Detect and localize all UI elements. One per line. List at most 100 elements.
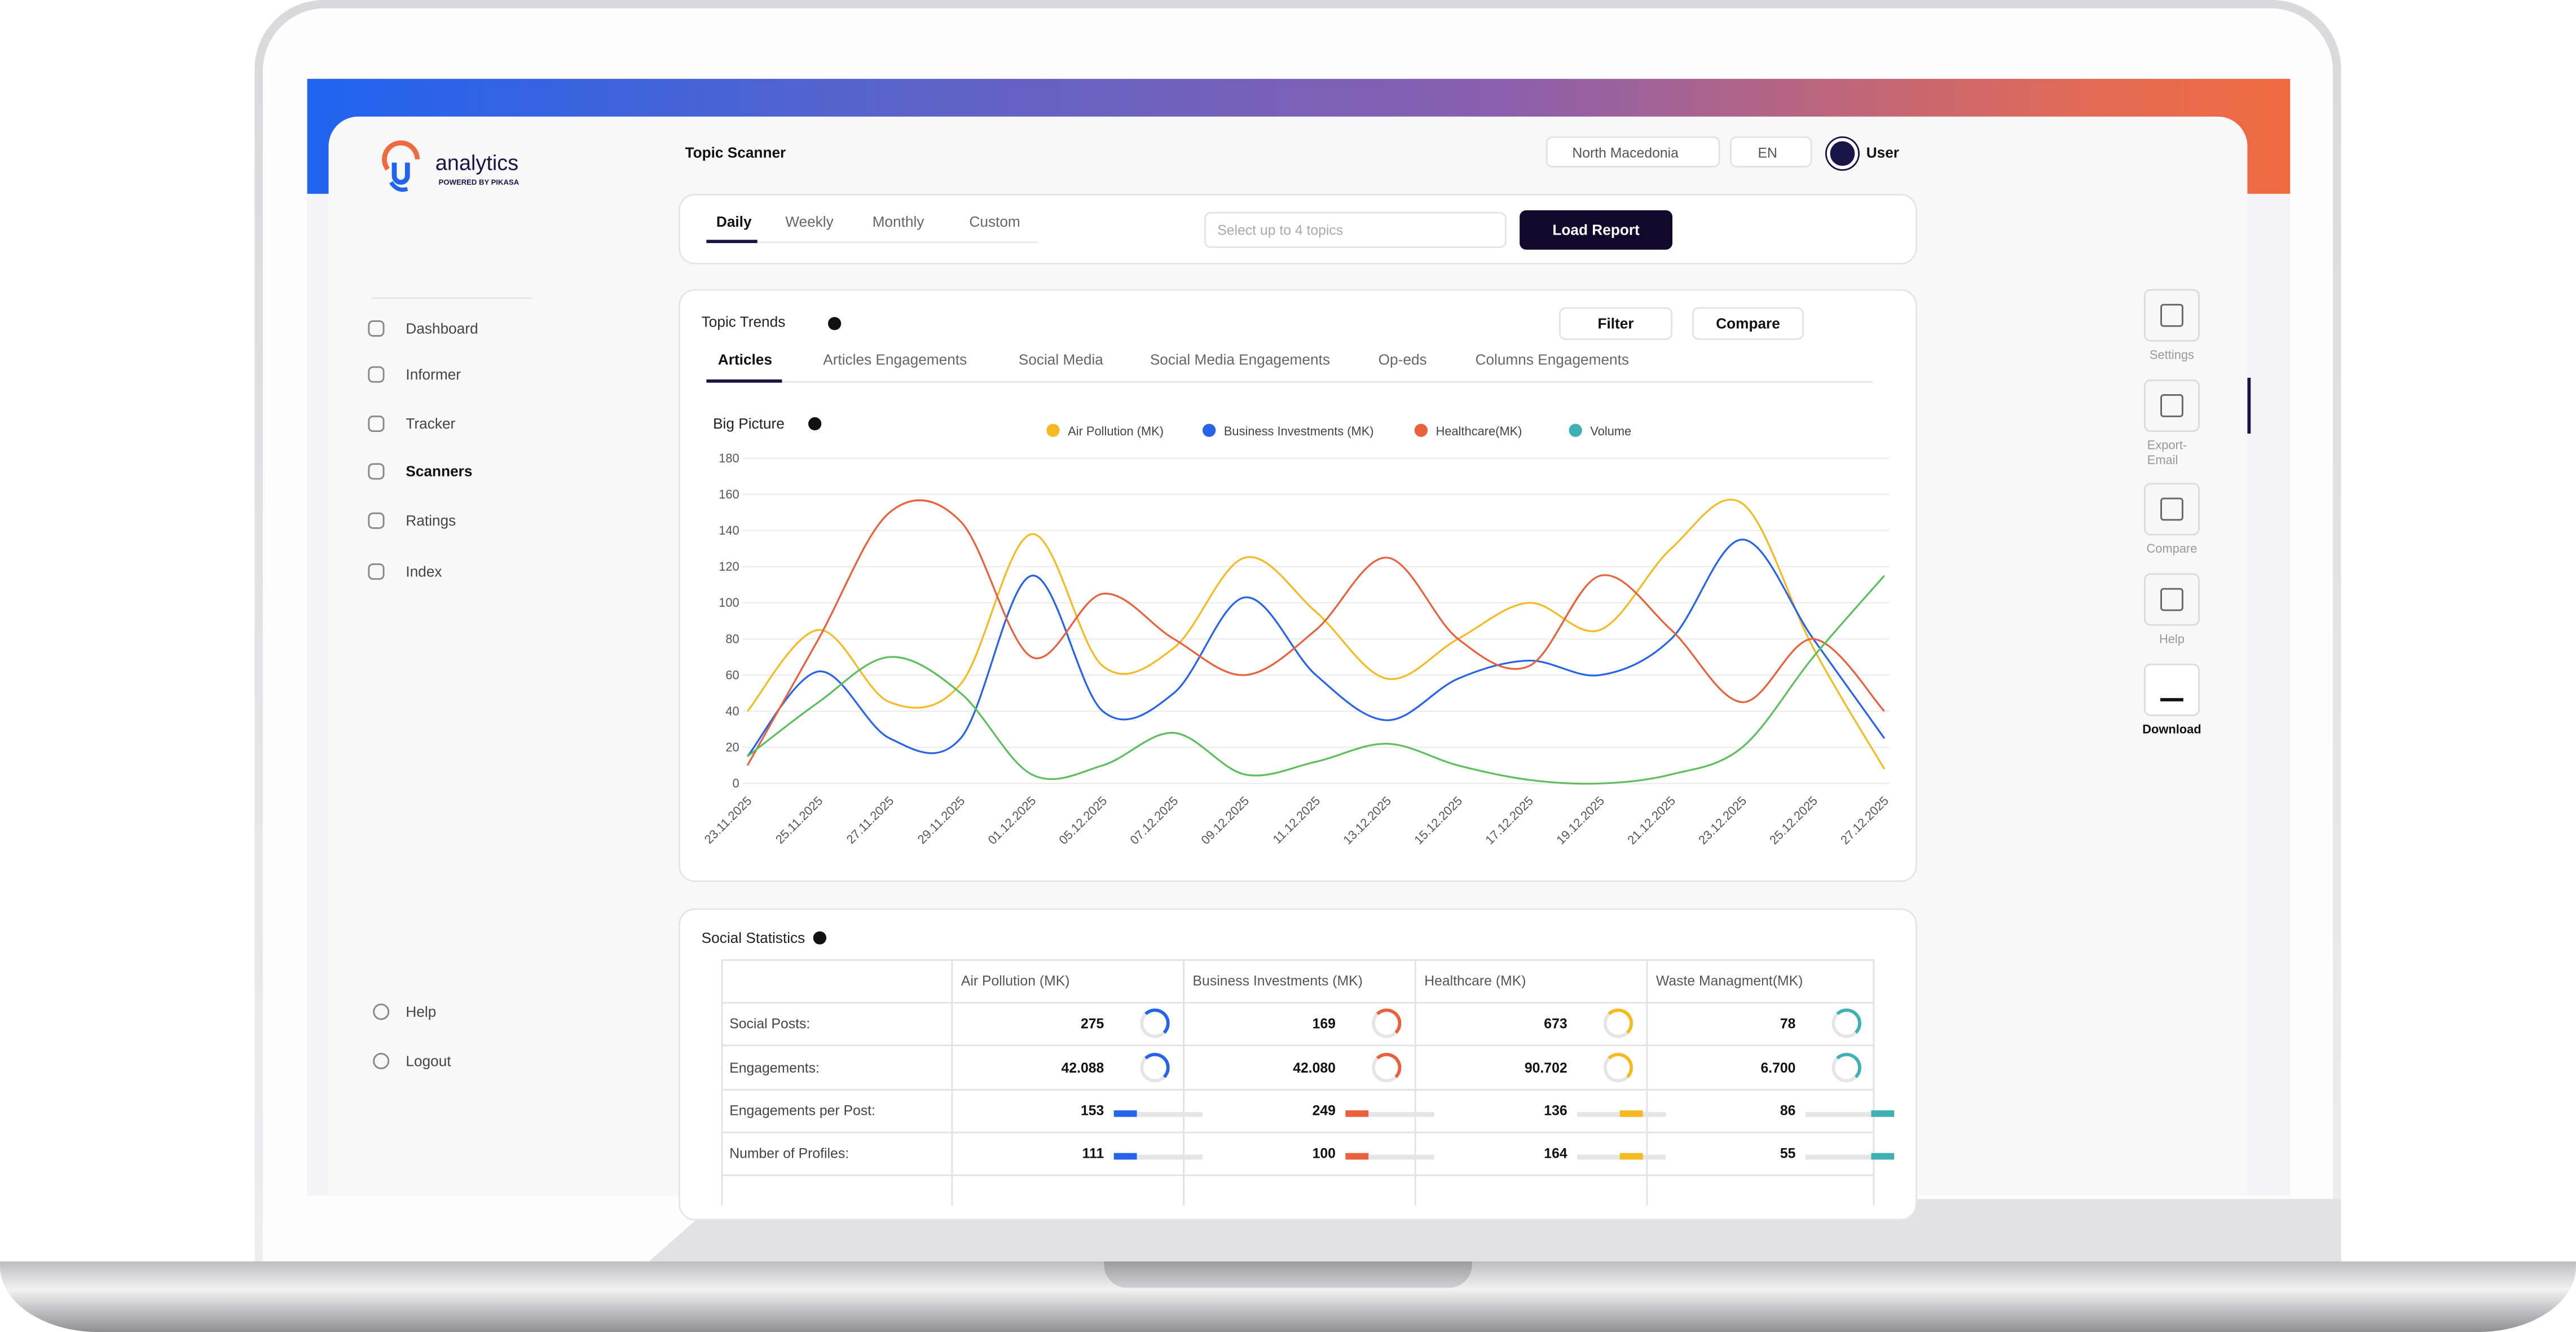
- column-header: Business Investments (MK): [1192, 971, 1363, 988]
- mini-bar: [1345, 1153, 1369, 1160]
- mini-bar-track: [1345, 1112, 1434, 1117]
- legend-swatch: [1569, 424, 1582, 437]
- ring: [1140, 1052, 1170, 1082]
- mini-bar: [1619, 1110, 1643, 1117]
- cell-value: 86: [1780, 1102, 1796, 1119]
- nav-item[interactable]: Scanners: [406, 463, 473, 480]
- nav-item[interactable]: Logout: [406, 1052, 451, 1070]
- y-tick-label: 180: [719, 451, 739, 465]
- compare-label: Compare: [1716, 315, 1780, 332]
- rail-label: Help: [2159, 631, 2185, 647]
- trend-tab[interactable]: Articles: [717, 351, 773, 368]
- y-tick-label: 120: [719, 559, 739, 574]
- x-tick-label: 25.12.2025: [1767, 793, 1820, 847]
- load-button[interactable]: [1520, 210, 1673, 250]
- period-tab[interactable]: Daily: [716, 213, 752, 230]
- rail-icon: [2160, 394, 2183, 417]
- y-tick-label: 0: [733, 777, 739, 791]
- topic-placeholder: Select up to 4 topics: [1217, 222, 1344, 239]
- topic-select[interactable]: [1204, 211, 1507, 248]
- rail-button[interactable]: [2143, 379, 2200, 433]
- rail-indicator: [2247, 377, 2251, 434]
- x-tick-label: 07.12.2025: [1127, 793, 1181, 847]
- trend-tab[interactable]: Social Media Engagements: [1150, 351, 1330, 368]
- cell-value: 42.080: [1293, 1058, 1336, 1075]
- col-divider: [1414, 959, 1416, 1206]
- rail-button[interactable]: [2143, 573, 2200, 626]
- series-line: [747, 499, 1886, 770]
- page-title: Topic Scanner: [685, 144, 786, 161]
- avatar[interactable]: [1826, 138, 1859, 169]
- filter-button[interactable]: [1559, 307, 1673, 340]
- country-select[interactable]: [1545, 136, 1720, 168]
- load-label: Load Report: [1552, 222, 1640, 239]
- trend-tab[interactable]: Columns Engagements: [1475, 351, 1630, 368]
- search-line: [371, 297, 532, 299]
- filters-card: [678, 193, 1918, 264]
- mini-bar-track: [1805, 1112, 1895, 1117]
- column-header: Healthcare (MK): [1424, 971, 1526, 988]
- cell-value: 42.088: [1061, 1058, 1104, 1075]
- language-select[interactable]: [1729, 136, 1812, 168]
- cell-value: 249: [1312, 1102, 1336, 1119]
- ring: [1372, 1052, 1402, 1082]
- user[interactable]: User: [1866, 144, 1900, 161]
- trend-tab[interactable]: Social Media: [1018, 351, 1103, 368]
- info-icon: [808, 417, 822, 431]
- trend-tab[interactable]: Op-eds: [1378, 351, 1427, 368]
- ring: [1831, 1008, 1861, 1038]
- cell-value: 275: [1080, 1015, 1104, 1032]
- period-tab[interactable]: Custom: [969, 213, 1020, 230]
- nav-icon: [373, 1003, 390, 1020]
- country: North Macedonia: [1572, 143, 1679, 160]
- base-notch: [1104, 1261, 1472, 1288]
- cell-value: 90.702: [1524, 1058, 1567, 1075]
- period-tab[interactable]: Weekly: [785, 213, 834, 230]
- table: [721, 959, 1875, 1206]
- nav-item[interactable]: Index: [406, 563, 442, 580]
- y-tick-label: 40: [725, 704, 739, 718]
- nav-item[interactable]: Ratings: [406, 512, 456, 529]
- nav-item[interactable]: Tracker: [406, 415, 456, 433]
- row-label: Number of Profiles:: [729, 1145, 849, 1162]
- period-tab[interactable]: Monthly: [872, 213, 924, 230]
- nav-item[interactable]: Dashboard: [406, 320, 478, 337]
- series-line: [746, 499, 1885, 766]
- cell-value: 164: [1544, 1145, 1567, 1162]
- nav-item[interactable]: Help: [406, 1003, 437, 1020]
- trend-tab[interactable]: Articles Engagements: [823, 351, 967, 368]
- tab-line: [706, 381, 1873, 383]
- rail-icon: [2160, 303, 2183, 327]
- mini-bar: [1113, 1153, 1137, 1160]
- mini-bar-track: [1805, 1154, 1895, 1160]
- nav-item[interactable]: Informer: [406, 366, 461, 383]
- compare-button[interactable]: [1692, 307, 1804, 340]
- mini-bar-track: [1113, 1112, 1203, 1117]
- info-icon: [827, 317, 842, 330]
- x-tick-label: 23.11.2025: [702, 793, 755, 846]
- x-tick-label: 11.12.2025: [1270, 793, 1323, 846]
- legend-swatch: [1203, 424, 1216, 437]
- col-divider: [1646, 959, 1648, 1206]
- series-line: [747, 539, 1886, 757]
- rail-button[interactable]: [2143, 289, 2200, 342]
- card-title: Topic Trends: [701, 314, 786, 330]
- nav-icon: [368, 320, 385, 337]
- logo-sub: POWERED BY PIKASA: [438, 178, 519, 187]
- y-tick-label: 160: [719, 487, 739, 501]
- rail-icon: [2160, 497, 2183, 521]
- x-tick-label: 27.12.2025: [1838, 793, 1891, 847]
- y-tick-label: 60: [725, 668, 739, 682]
- logo-text: analytics: [435, 150, 519, 175]
- x-tick-label: 29.11.2025: [915, 793, 968, 846]
- cell-value: 153: [1080, 1102, 1104, 1119]
- mini-bar: [1619, 1153, 1643, 1160]
- cell-value: 136: [1544, 1102, 1567, 1119]
- rail-button[interactable]: [2143, 483, 2200, 536]
- rail-button[interactable]: [2143, 663, 2200, 716]
- logo-mark: [382, 140, 420, 192]
- row-label: Engagements:: [729, 1058, 820, 1075]
- row-divider: [721, 1089, 1875, 1091]
